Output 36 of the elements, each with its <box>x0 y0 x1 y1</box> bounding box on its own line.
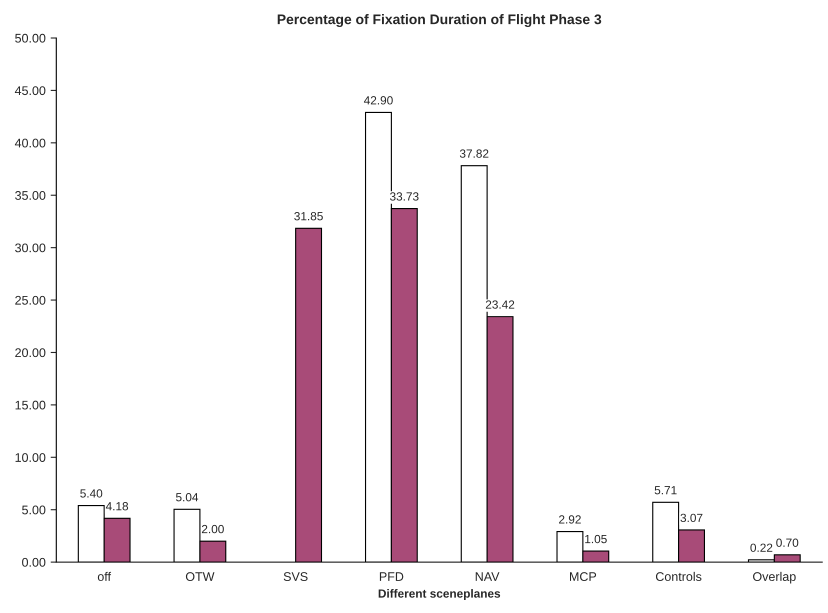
data-label: 23.42 <box>486 300 514 309</box>
y-tick-label: 25.00 <box>15 296 46 305</box>
data-label: 0.22 <box>750 544 772 552</box>
data-label: 33.73 <box>390 192 419 201</box>
y-tick-label: 0.00 <box>22 558 46 567</box>
data-label: 42.90 <box>364 96 393 105</box>
x-tick-label: PFD <box>380 572 404 581</box>
x-tick-label: OTW <box>186 572 214 582</box>
data-label: 1.05 <box>585 534 607 544</box>
chart-title: Percentage of Fixation Duration of Flight Phase 3 <box>278 14 602 28</box>
data-label: 37.82 <box>460 149 488 158</box>
data-label: 2.00 <box>202 524 224 534</box>
x-axis-title: Different sceneplanes <box>378 589 500 600</box>
data-label: 31.85 <box>294 212 323 220</box>
y-tick-label: 50.00 <box>15 34 46 43</box>
y-tick-label: 5.00 <box>22 506 46 514</box>
data-label: 3.07 <box>680 514 702 522</box>
y-tick-label: 15.00 <box>16 400 46 410</box>
data-label: 2.92 <box>559 515 581 524</box>
x-tick-label: off <box>98 572 112 582</box>
data-label: 4.18 <box>106 502 128 510</box>
data-label: 5.71 <box>654 486 677 494</box>
x-tick-label: SVS <box>284 572 308 582</box>
x-tick-label: Controls <box>656 572 702 582</box>
data-label: 5.40 <box>80 489 102 498</box>
data-label: 5.04 <box>176 493 198 502</box>
y-tick-label: 10.00 <box>16 453 46 462</box>
y-tick-label: 35.00 <box>15 191 46 200</box>
y-tick-label: 45.00 <box>14 86 46 96</box>
x-tick-label: NAV <box>476 572 500 581</box>
x-tick-label: MCP <box>570 572 596 582</box>
y-tick-label: 40.00 <box>14 138 46 148</box>
data-label: 0.70 <box>776 538 798 547</box>
x-tick-label: Overlap <box>753 572 796 584</box>
y-tick-label: 20.00 <box>15 348 46 358</box>
y-tick-label: 30.00 <box>15 243 46 252</box>
